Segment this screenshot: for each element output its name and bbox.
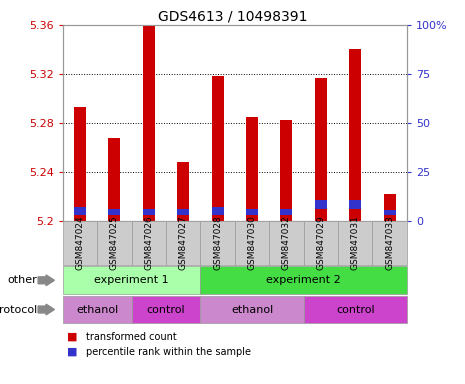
Bar	[74, 207, 86, 215]
Text: GSM847033: GSM847033	[385, 215, 394, 270]
Text: GSM847026: GSM847026	[144, 215, 153, 270]
Text: ethanol: ethanol	[76, 305, 118, 314]
Text: GSM847029: GSM847029	[316, 215, 326, 270]
Text: GSM847027: GSM847027	[179, 215, 188, 270]
Bar	[280, 209, 292, 215]
Bar	[315, 78, 327, 221]
Bar	[177, 162, 189, 221]
Text: ■: ■	[67, 332, 78, 342]
Text: other: other	[7, 275, 37, 285]
Bar	[74, 107, 86, 221]
Bar	[315, 200, 327, 209]
Text: protocol: protocol	[0, 305, 37, 314]
Text: GSM847032: GSM847032	[282, 215, 291, 270]
Text: GDS4613 / 10498391: GDS4613 / 10498391	[158, 10, 307, 23]
Text: GSM847031: GSM847031	[351, 215, 360, 270]
Bar	[246, 117, 258, 221]
Text: transformed count: transformed count	[86, 332, 177, 342]
Bar	[143, 25, 155, 221]
Bar	[384, 210, 396, 215]
Bar	[280, 121, 292, 221]
Text: control: control	[146, 305, 186, 314]
Bar	[212, 207, 224, 215]
Text: ethanol: ethanol	[231, 305, 273, 314]
Bar	[246, 209, 258, 215]
Bar	[384, 194, 396, 221]
Bar	[108, 209, 120, 215]
Text: GSM847030: GSM847030	[247, 215, 257, 270]
Bar	[349, 200, 361, 209]
Text: percentile rank within the sample: percentile rank within the sample	[86, 347, 251, 357]
Text: control: control	[336, 305, 375, 314]
Text: ■: ■	[67, 347, 78, 357]
Bar	[108, 137, 120, 221]
Text: GSM847025: GSM847025	[110, 215, 119, 270]
Text: experiment 2: experiment 2	[266, 275, 341, 285]
Text: experiment 1: experiment 1	[94, 275, 169, 285]
Bar	[212, 76, 224, 221]
Bar	[143, 209, 155, 215]
Text: GSM847024: GSM847024	[75, 215, 85, 270]
Bar	[177, 209, 189, 215]
Bar	[349, 50, 361, 221]
Text: GSM847028: GSM847028	[213, 215, 222, 270]
